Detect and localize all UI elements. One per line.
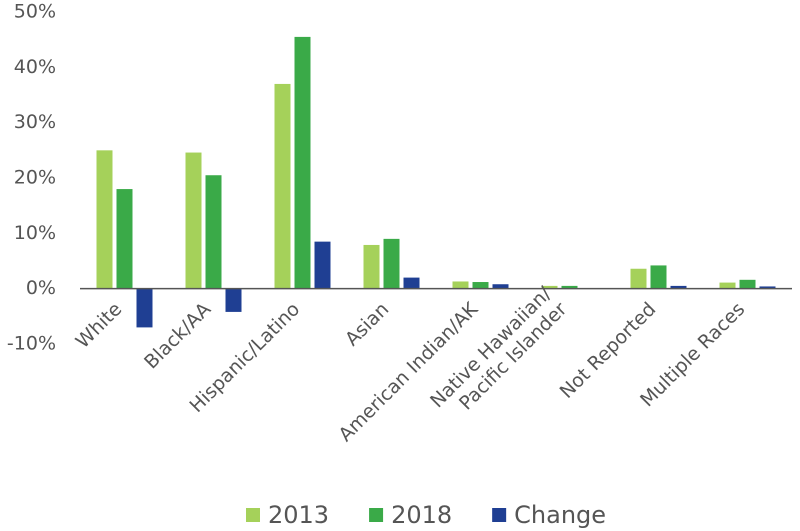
bar — [383, 238, 400, 289]
bar — [739, 279, 756, 289]
bar — [472, 282, 489, 289]
y-tick-label: 20% — [14, 167, 56, 189]
bar — [314, 241, 331, 289]
x-tick-label: Asian — [341, 298, 393, 350]
bar — [136, 288, 153, 328]
y-tick-label: -10% — [7, 333, 56, 355]
y-tick-label: 50% — [14, 1, 56, 23]
legend-label: 2018 — [391, 501, 452, 529]
legend-swatch — [369, 508, 384, 522]
y-tick-label: 40% — [14, 56, 56, 78]
bar — [403, 277, 420, 289]
bar — [630, 268, 647, 289]
y-tick-label: 30% — [14, 111, 56, 133]
y-tick-label: 0% — [26, 277, 56, 299]
x-tick-label-line: White — [71, 298, 126, 353]
bar — [185, 152, 202, 289]
bar — [650, 265, 667, 289]
y-tick-label: 10% — [14, 222, 56, 244]
bar — [561, 285, 578, 289]
bar — [205, 175, 222, 289]
bar — [492, 284, 509, 289]
bar — [670, 285, 687, 289]
x-tick-label: White — [71, 298, 126, 353]
bar — [96, 150, 113, 289]
legend-label: 2013 — [268, 501, 329, 529]
bar — [116, 189, 133, 289]
bar — [452, 281, 469, 289]
legend-swatch — [492, 508, 507, 522]
x-tick-label-line: Asian — [341, 298, 393, 350]
bar — [759, 286, 776, 289]
bar — [294, 36, 311, 289]
bar — [363, 244, 380, 289]
legend-swatch — [246, 508, 260, 522]
bar — [719, 282, 736, 289]
x-tick-label: Native Hawaiian/Pacific Islander — [426, 282, 572, 428]
bar — [274, 83, 291, 289]
legend-label: Change — [514, 501, 606, 529]
bar — [541, 285, 558, 289]
bar — [225, 288, 242, 312]
